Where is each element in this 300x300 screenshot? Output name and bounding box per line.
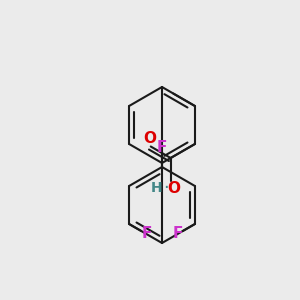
Text: F: F — [157, 140, 167, 154]
Text: F: F — [141, 226, 152, 242]
Text: ·: · — [163, 179, 169, 197]
Text: F: F — [172, 226, 183, 242]
Text: O: O — [143, 131, 156, 146]
Text: H: H — [151, 181, 163, 195]
Text: O: O — [167, 181, 180, 196]
